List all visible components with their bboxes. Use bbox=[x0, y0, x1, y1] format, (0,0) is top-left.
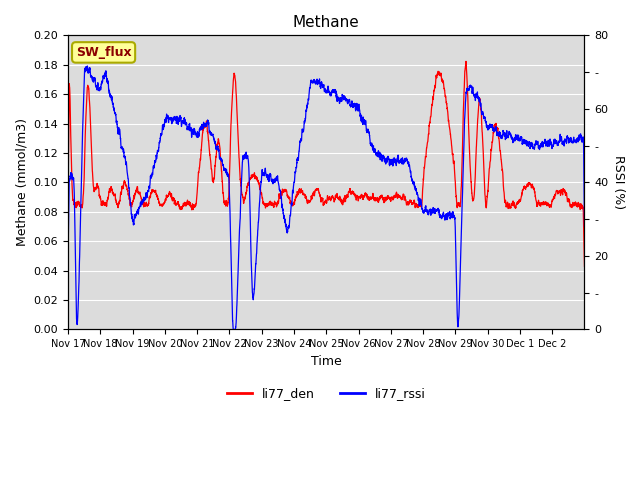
Title: Methane: Methane bbox=[293, 15, 360, 30]
Y-axis label: RSSI (%): RSSI (%) bbox=[612, 156, 625, 209]
X-axis label: Time: Time bbox=[311, 355, 342, 368]
Text: SW_flux: SW_flux bbox=[76, 46, 131, 59]
Legend: li77_den, li77_rssi: li77_den, li77_rssi bbox=[222, 383, 431, 406]
Y-axis label: Methane (mmol/m3): Methane (mmol/m3) bbox=[15, 119, 28, 246]
